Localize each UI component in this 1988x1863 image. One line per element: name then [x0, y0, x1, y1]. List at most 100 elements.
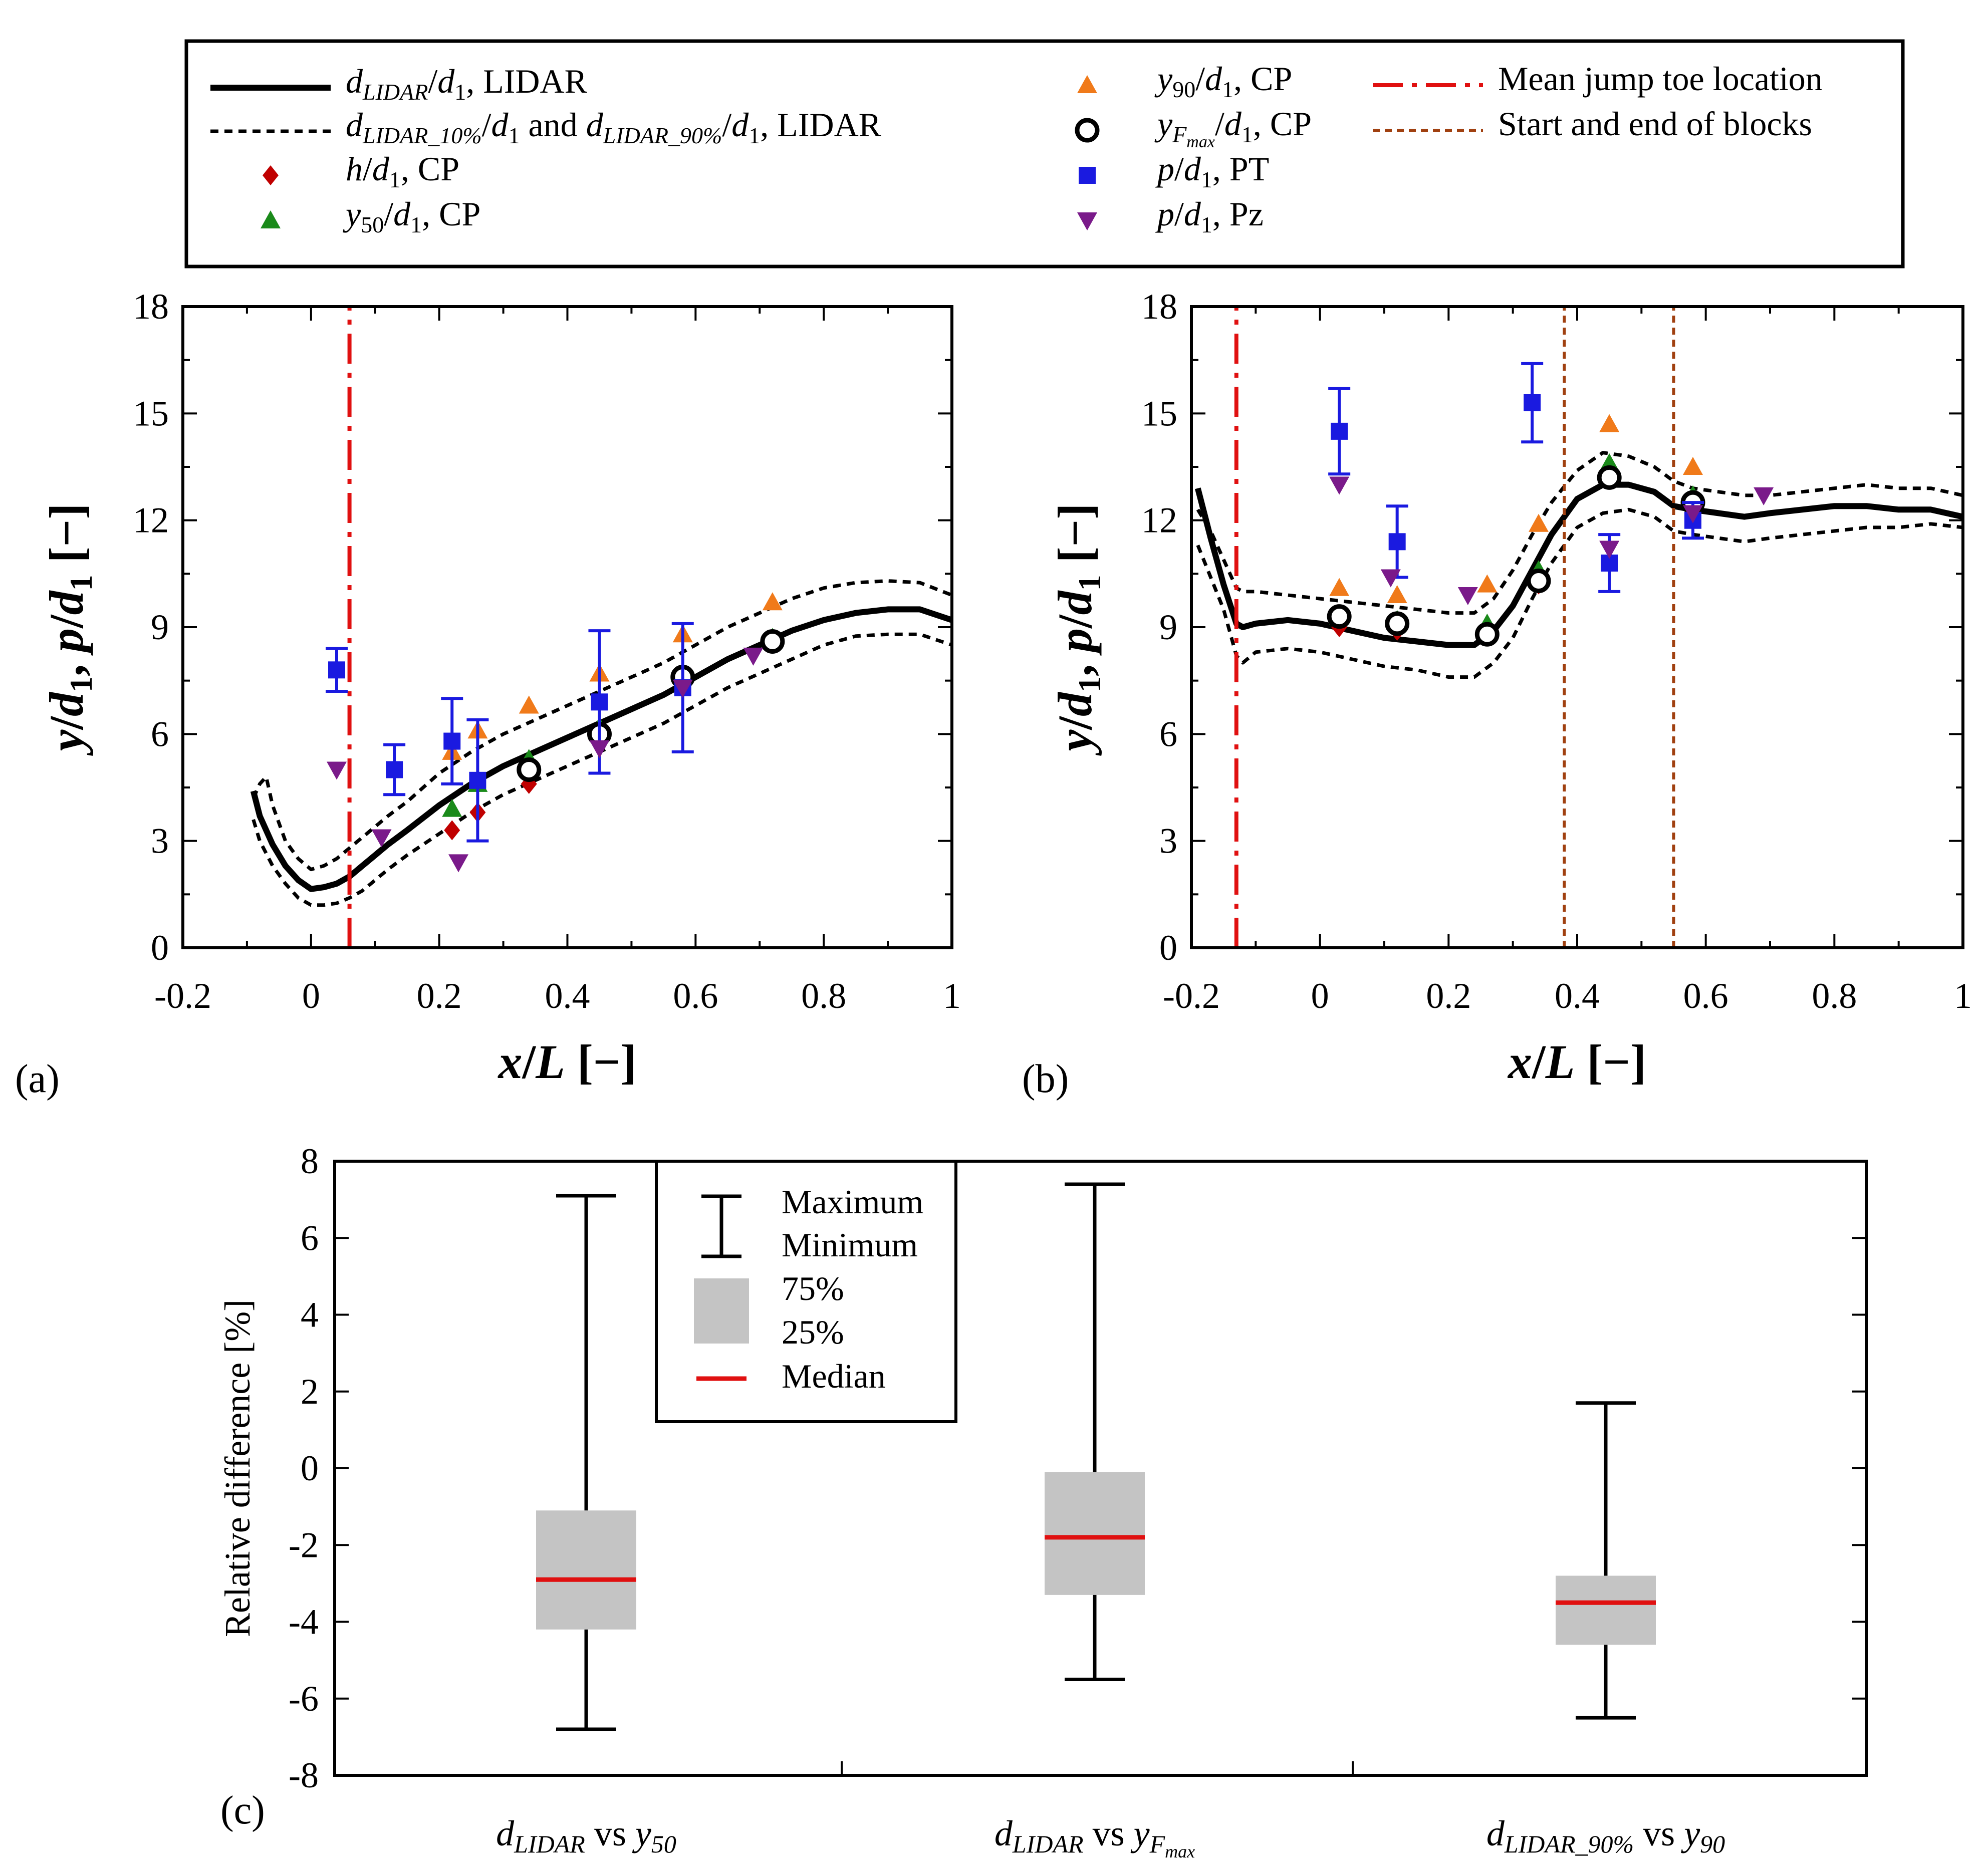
legend-marker-y50	[261, 210, 281, 228]
point-pPz	[1457, 587, 1478, 605]
point-pPT	[1524, 394, 1541, 411]
point-y90	[519, 695, 539, 714]
plot-area	[250, 307, 952, 948]
legend-label-y50: y50/d1, CP	[343, 195, 480, 237]
legend-label-pPT: p/d1, PT	[1155, 150, 1269, 192]
x-tick-label: 0	[302, 976, 320, 1016]
point-pPT	[1331, 422, 1348, 440]
legend-marker-pPT	[1079, 167, 1096, 184]
panel-b-chart: -0.2 0 0.2 0.4 0.6 0.8 1 0 3 6 9 12 15 18 x/L [−] y/d1,…	[1048, 287, 1972, 1089]
point-y90	[1599, 414, 1620, 432]
point-pPT	[591, 693, 608, 711]
series-line-dLIDAR	[250, 606, 952, 892]
legend-label-dLIDAR: dLIDAR/d1, LIDAR	[346, 62, 588, 105]
legend-box-swatch	[694, 1278, 749, 1344]
category-label: dLIDAR_90% vs y90	[1486, 1813, 1725, 1858]
point-y90	[762, 592, 783, 611]
x-tick-label: 1	[1954, 976, 1972, 1016]
y-axis-label: y/d1, p/d1 [−]	[40, 503, 99, 756]
panel-label-a: (a)	[15, 1057, 60, 1101]
y-tick-label: -4	[289, 1602, 319, 1642]
point-pPz	[1599, 541, 1620, 559]
y-axis-label: y/d1, p/d1 [−]	[1048, 503, 1107, 756]
y-tick-label: 3	[1159, 821, 1177, 861]
y-tick-label: 4	[301, 1295, 319, 1335]
point-pPz	[589, 740, 610, 758]
legend-marker-y90	[1077, 75, 1097, 93]
x-tick-label: 1	[943, 976, 961, 1016]
y-tick-label: 0	[151, 928, 169, 968]
y-tick-label: 18	[1141, 287, 1177, 327]
point-pPT	[1388, 533, 1406, 551]
point-y90	[1329, 578, 1350, 596]
point-pPT	[386, 761, 403, 778]
point-y90	[1387, 585, 1407, 603]
point-y90	[1683, 457, 1703, 475]
point-pPT	[443, 732, 461, 750]
y-tick-label: 15	[133, 393, 169, 433]
legend-label-toe: Mean jump toe location	[1498, 60, 1823, 98]
legend-label-blocks: Start and end of blocks	[1498, 105, 1812, 143]
point-pPz	[1683, 505, 1703, 523]
y-tick-label: 8	[301, 1141, 319, 1181]
point-pPz	[327, 761, 347, 780]
point-yFmax	[1327, 604, 1352, 629]
series-line-dLIDAR_10%	[252, 632, 952, 907]
x-tick-label: -0.2	[154, 976, 211, 1016]
legend-label-yFmax: yFmax/d1, CP	[1154, 105, 1312, 151]
series-line-dLIDAR_90%	[1196, 451, 1963, 615]
x-axis-label: x/L [−]	[498, 1035, 637, 1089]
y-tick-label: -6	[289, 1679, 319, 1719]
y-tick-label: 0	[301, 1448, 319, 1488]
y-tick-label: 12	[1141, 500, 1177, 541]
box-legend-max: Maximum	[782, 1183, 923, 1221]
category-label: dLIDAR vs yFmax	[995, 1813, 1195, 1861]
x-tick-label: 0.2	[1426, 976, 1471, 1016]
x-tick-label: 0.2	[417, 976, 462, 1016]
x-tick-label: -0.2	[1163, 976, 1220, 1016]
x-tick-label: 0.4	[1555, 976, 1600, 1016]
point-h	[444, 820, 460, 841]
panel-label-b: (b)	[1022, 1057, 1069, 1101]
box-legend-min: Minimum	[782, 1226, 918, 1264]
box-iqr	[1045, 1472, 1145, 1595]
panel-label-c: (c)	[220, 1788, 265, 1832]
plot-frame	[333, 1160, 1868, 1777]
y-tick-label: 3	[151, 821, 169, 861]
box-legend-median: Median	[782, 1357, 886, 1395]
legend-label-dLIDAR_pct: dLIDAR_10%/d1 and dLIDAR_90%/d1, LIDAR	[346, 106, 882, 148]
point-pPz	[672, 679, 693, 698]
panel-c-boxplot: -8 -6 -4 -2 0 2 4 6 8 dLIDAR vs y50 dLIDAR vs yFma…	[217, 1141, 1868, 1861]
point-pPT	[469, 771, 486, 789]
point-y90	[1529, 513, 1549, 532]
plot-frame	[181, 305, 953, 949]
x-tick-label: 0.6	[673, 976, 718, 1016]
point-pPz	[1329, 476, 1350, 495]
y-tick-label: 6	[301, 1218, 319, 1258]
x-tick-label: 0.8	[1812, 976, 1857, 1016]
y-tick-label: 12	[133, 500, 169, 541]
legend-frame	[184, 39, 1905, 269]
legend-marker-yFmax	[1075, 118, 1100, 143]
y-tick-label: 0	[1159, 928, 1177, 968]
category-label: dLIDAR vs y50	[496, 1813, 676, 1858]
y-axis-label: Relative difference [%]	[217, 1299, 258, 1637]
point-y50	[442, 799, 462, 817]
x-tick-label: 0.4	[545, 976, 590, 1016]
y-tick-label: 9	[151, 607, 169, 647]
y-tick-label: 18	[133, 287, 169, 327]
point-pPz	[1380, 569, 1401, 588]
point-pPz	[448, 854, 469, 873]
point-yFmax	[1526, 569, 1551, 594]
point-yFmax	[1385, 611, 1410, 636]
box-iqr	[1556, 1575, 1656, 1645]
panel-a-chart: -0.2 0 0.2 0.4 0.6 0.8 1 0 3 6 9 12 15 18 x/L [−] y/d1,…	[40, 287, 961, 1089]
y-tick-label: 9	[1159, 607, 1177, 647]
box-iqr	[536, 1510, 636, 1630]
legend-label-pPz: p/d1, Pz	[1155, 195, 1264, 237]
x-tick-label: 0.6	[1683, 976, 1728, 1016]
point-pPz	[371, 829, 392, 848]
point-yFmax	[1474, 622, 1500, 647]
y-tick-label: -8	[289, 1755, 319, 1795]
